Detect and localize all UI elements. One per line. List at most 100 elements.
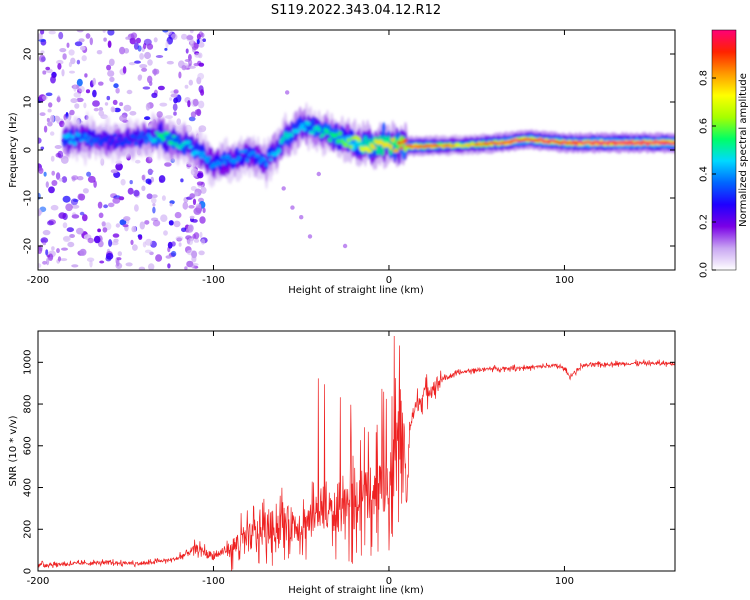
ridge-cell bbox=[243, 148, 248, 153]
snr-line bbox=[38, 335, 675, 571]
noise-blob bbox=[45, 181, 49, 188]
noise-blob bbox=[76, 176, 84, 181]
noise-blob bbox=[48, 253, 54, 261]
noise-blob bbox=[139, 64, 148, 69]
noise-blob bbox=[141, 67, 148, 72]
ridge-cell bbox=[196, 151, 202, 156]
noise-blob bbox=[57, 63, 62, 70]
ridge-cell bbox=[76, 133, 82, 138]
noise-blob bbox=[200, 89, 205, 96]
noise-blobs bbox=[38, 30, 348, 270]
noise-blob bbox=[190, 186, 197, 191]
noise-blob bbox=[191, 255, 197, 263]
chart-title: S119.2022.343.04.12.R12 bbox=[271, 3, 441, 18]
noise-blob bbox=[74, 41, 83, 47]
ridge-cell bbox=[344, 142, 349, 148]
noise-blob bbox=[307, 234, 313, 239]
noise-blob bbox=[125, 262, 133, 267]
noise-blob bbox=[191, 264, 196, 269]
noise-blob bbox=[112, 197, 121, 204]
noise-blob bbox=[184, 84, 189, 89]
noise-blob bbox=[120, 178, 126, 186]
noise-blob bbox=[87, 237, 94, 244]
ridge-cell bbox=[348, 144, 353, 150]
noise-blob bbox=[170, 33, 178, 41]
noise-blob bbox=[66, 42, 70, 48]
noise-blob bbox=[188, 79, 193, 86]
noise-blob bbox=[129, 37, 136, 45]
noise-blob bbox=[38, 38, 46, 43]
noise-blob bbox=[144, 51, 151, 60]
ridge-cell bbox=[333, 132, 339, 138]
ridge-cell bbox=[85, 138, 90, 144]
noise-blob bbox=[51, 170, 55, 176]
noise-blob bbox=[50, 75, 56, 84]
noise-blob bbox=[151, 92, 158, 99]
noise-blob bbox=[132, 244, 138, 251]
noise-blob bbox=[152, 206, 156, 214]
noise-blob bbox=[181, 227, 187, 233]
noise-blob bbox=[178, 71, 182, 79]
ridge-cell bbox=[356, 137, 362, 142]
noise-blob bbox=[142, 241, 147, 248]
noise-blob bbox=[133, 189, 140, 197]
noise-blob bbox=[92, 100, 100, 107]
noise-blob bbox=[60, 258, 68, 262]
colorbar-label: Normalized spectral amplitude bbox=[738, 73, 749, 227]
noise-blob bbox=[196, 38, 200, 45]
noise-blob bbox=[70, 98, 78, 104]
noise-blob bbox=[42, 242, 46, 246]
noise-blob bbox=[153, 37, 158, 43]
noise-blob bbox=[169, 203, 173, 207]
noise-blob bbox=[202, 207, 206, 214]
noise-blob bbox=[38, 167, 44, 174]
noise-blob bbox=[193, 238, 200, 243]
ridge-cell bbox=[390, 137, 395, 143]
noise-blob bbox=[107, 40, 112, 48]
noise-blob bbox=[63, 236, 70, 241]
noise-blob bbox=[119, 102, 124, 107]
noise-blob bbox=[164, 162, 172, 167]
noise-blob bbox=[173, 111, 177, 116]
noise-blob bbox=[187, 238, 194, 246]
noise-blob bbox=[129, 180, 133, 185]
noise-blob bbox=[73, 92, 81, 98]
noise-blob bbox=[117, 251, 123, 257]
noise-blob bbox=[189, 40, 194, 48]
ridge-cell bbox=[310, 131, 315, 135]
y-tick-label: 600 bbox=[23, 436, 34, 455]
noise-blob bbox=[81, 55, 87, 62]
noise-blob bbox=[42, 95, 48, 101]
noise-blob bbox=[43, 125, 48, 133]
y-tick-label: -10 bbox=[23, 190, 34, 206]
ridge-cell bbox=[87, 135, 92, 140]
spectrogram-x-axis-label: Height of straight line (km) bbox=[288, 285, 424, 296]
noise-blob bbox=[142, 86, 151, 90]
noise-blob bbox=[198, 250, 205, 256]
noise-blob bbox=[98, 107, 104, 112]
noise-blob bbox=[59, 48, 67, 53]
noise-blob bbox=[107, 202, 115, 208]
noise-blob bbox=[107, 30, 115, 36]
ridge-cell bbox=[140, 130, 145, 135]
noise-blob bbox=[76, 30, 84, 33]
x-tick-label: -200 bbox=[27, 576, 50, 587]
ridge-cell bbox=[165, 131, 170, 135]
noise-blob bbox=[157, 85, 165, 91]
noise-blob bbox=[78, 85, 85, 93]
noise-blob bbox=[196, 108, 202, 117]
noise-blob bbox=[128, 62, 136, 66]
ridge-cell bbox=[171, 134, 176, 139]
ridge-cell bbox=[186, 140, 191, 145]
colorbar-gradient bbox=[711, 29, 737, 271]
y-tick-label: 0 bbox=[23, 147, 34, 153]
ridge-cell bbox=[363, 135, 368, 145]
noise-blob bbox=[71, 264, 79, 268]
noise-blob bbox=[145, 238, 153, 246]
noise-blob bbox=[103, 204, 108, 209]
ridge-cell bbox=[245, 157, 250, 164]
noise-blob bbox=[56, 248, 60, 254]
noise-blob bbox=[134, 60, 141, 64]
noise-blob bbox=[38, 210, 43, 215]
